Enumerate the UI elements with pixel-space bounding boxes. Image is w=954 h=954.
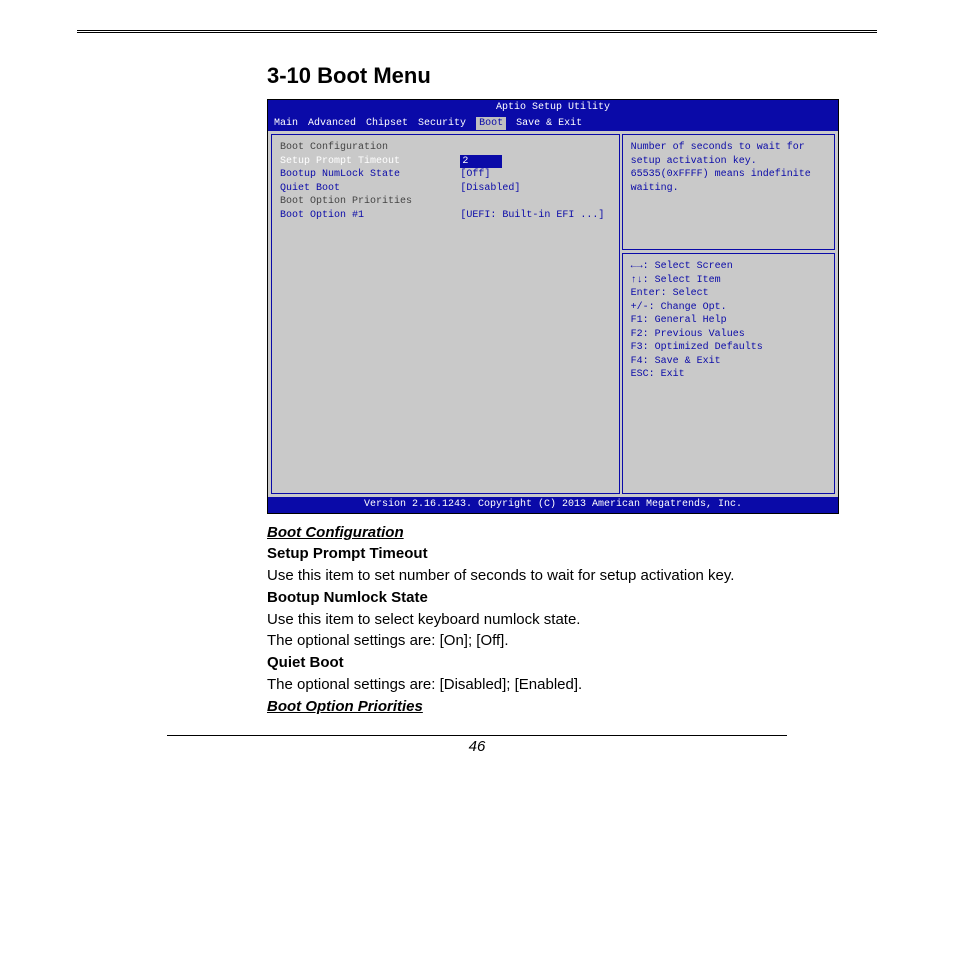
bios-key-hint: F2: Previous Values [631, 328, 826, 342]
bios-screenshot: Aptio Setup Utility Main Advanced Chipset S… [267, 99, 839, 514]
bios-tab-boot[interactable]: Boot [476, 117, 506, 131]
setting-name: Setup Prompt Timeout [267, 543, 822, 565]
setting-name: Quiet Boot [267, 652, 822, 674]
bios-tab-security[interactable]: Security [418, 117, 466, 131]
bios-left-header: Boot Configuration [280, 141, 611, 155]
page-title: 3-10 Boot Menu [267, 63, 822, 89]
bios-setting-row: Boot Option Priorities [280, 195, 611, 209]
setting-description: The optional settings are: [Disabled]; [… [267, 674, 822, 696]
bios-key-hint: Enter: Select [631, 287, 826, 301]
bios-tab-main[interactable]: Main [274, 117, 298, 131]
bios-setting-row[interactable]: Setup Prompt Timeout2 [280, 155, 611, 169]
bios-keys-panel: ←→: Select Screen↑↓: Select ItemEnter: S… [622, 253, 835, 494]
top-rule [77, 30, 877, 33]
footer-rule [167, 735, 787, 736]
setting-description: The optional settings are: [On]; [Off]. [267, 630, 822, 652]
setting-description: Use this item to select keyboard numlock… [267, 609, 822, 631]
bios-left-panel: Boot ConfigurationSetup Prompt Timeout2B… [271, 134, 620, 494]
bios-key-hint: F1: General Help [631, 314, 826, 328]
bios-help-panel: Number of seconds to wait forsetup activ… [622, 134, 835, 250]
bios-key-hint: F4: Save & Exit [631, 355, 826, 369]
bios-tab-chipset[interactable]: Chipset [366, 117, 408, 131]
bios-key-hint: ESC: Exit [631, 368, 826, 382]
bios-key-hint: ↑↓: Select Item [631, 274, 826, 288]
bios-help-line: 65535(0xFFFF) means indefinite [631, 168, 826, 182]
bios-help-line: Number of seconds to wait for [631, 141, 826, 155]
bios-setting-row[interactable]: Boot Option #1[UEFI: Built-in EFI ...] [280, 209, 611, 223]
bios-menu-bar: Main Advanced Chipset Security Boot Save & Ex… [268, 116, 838, 132]
description-section: Boot ConfigurationSetup Prompt TimeoutUs… [267, 522, 822, 718]
bios-title: Aptio Setup Utility [268, 100, 838, 116]
section-heading: Boot Option Priorities [267, 696, 822, 718]
bios-help-line: waiting. [631, 182, 826, 196]
bios-key-hint: ←→: Select Screen [631, 260, 826, 274]
page-number: 46 [77, 738, 877, 755]
section-heading: Boot Configuration [267, 522, 822, 544]
bios-setting-row[interactable]: Quiet Boot[Disabled] [280, 182, 611, 196]
bios-setting-row[interactable]: Bootup NumLock State[Off] [280, 168, 611, 182]
bios-tab-save-exit[interactable]: Save & Exit [516, 117, 582, 131]
bios-key-hint: F3: Optimized Defaults [631, 341, 826, 355]
setting-description: Use this item to set number of seconds t… [267, 565, 822, 587]
bios-key-hint: +/-: Change Opt. [631, 301, 826, 315]
bios-tab-advanced[interactable]: Advanced [308, 117, 356, 131]
bios-help-line: setup activation key. [631, 155, 826, 169]
setting-name: Bootup Numlock State [267, 587, 822, 609]
bios-footer: Version 2.16.1243. Copyright (C) 2013 Am… [268, 497, 838, 513]
